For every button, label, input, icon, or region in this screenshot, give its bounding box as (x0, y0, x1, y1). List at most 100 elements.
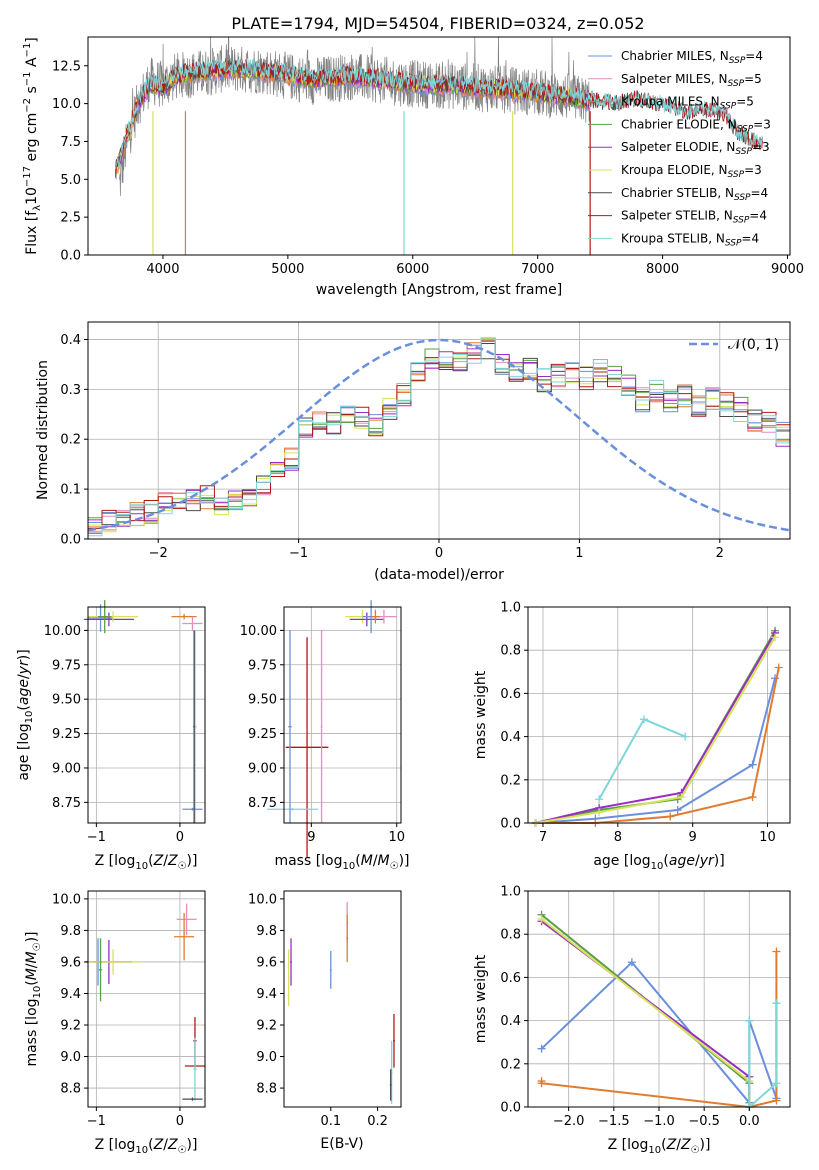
age-weight-marker (666, 812, 675, 821)
legend-label-3: Chabrier ELODIE, NSSP=3 (621, 117, 771, 134)
age-weight-ytick-label: 0.6 (500, 687, 521, 702)
age-weight-line-2 (535, 630, 776, 824)
z-mass-xtick-label: 0 (176, 1114, 184, 1129)
age-weight-xtick-label: 9 (689, 830, 697, 845)
z-weight-ytick-label: 0.6 (500, 971, 521, 986)
histogram-ytick-label: 0.4 (60, 333, 81, 348)
spectrum-xtick-label: 8000 (646, 262, 679, 277)
spectrum-xlabel: wavelength [Angstrom, rest frame] (316, 282, 562, 298)
ebv-mass-ytick-label: 8.8 (256, 1082, 277, 1097)
histogram-xtick-label: 0 (435, 546, 443, 561)
spectrum-panel: 4000 5000 6000 7000 8000 9000 0.0 2.5 5.0 7.5 10.0… (22, 36, 804, 298)
z-mass-ytick-label: 8.8 (60, 1082, 81, 1097)
histogram-xtick-label: 1 (575, 546, 583, 561)
z-age-xlabel: Z [log10(Z/Z☉)] (95, 853, 198, 872)
z-age-ytick-label: 9.00 (52, 761, 81, 776)
age-weight-ytick-label: 0.0 (500, 817, 521, 832)
spectrum-frame (87, 36, 791, 256)
age-weight-marker (771, 633, 780, 642)
z-weight-marker (537, 1079, 546, 1088)
z-mass-ytick-label: 9.6 (60, 955, 81, 970)
spectrum-ytick-label: 5.0 (60, 173, 81, 188)
age-weight-xtick-label: 10 (759, 830, 776, 845)
z-weight-ytick-label: 0.0 (500, 1101, 521, 1116)
spectrum-xtick-label: 5000 (271, 262, 304, 277)
mass-age-ytick-label: 9.50 (248, 693, 277, 708)
z-weight-marker (537, 1044, 546, 1053)
spectrum-ytick-label: 2.5 (60, 211, 81, 226)
z-weight-marker (772, 1096, 781, 1105)
age-vs-massweight-panel: 7 8 9 10 0.0 0.2 0.4 0.6 0.8 1.0 age [log10(age/y… (473, 601, 791, 872)
z-age-ytick-label: 9.50 (52, 693, 81, 708)
z-weight-line-5 (748, 1003, 778, 1110)
z-weight-line-3 (541, 920, 751, 1107)
residual-histogram-panel: −2 −1 0 1 2 0.0 0.1 0.2 0.3 0.4 (data-model)/erro… (35, 321, 791, 583)
z-age-ylabel: age [log10(age/yr)] (16, 649, 35, 780)
z-mass-ytick-label: 9.4 (60, 987, 81, 1002)
age-weight-ytick-label: 1.0 (500, 601, 521, 616)
age-weight-ylabel: mass weight (473, 670, 489, 759)
z-weight-ytick-label: 1.0 (500, 885, 521, 900)
z-weight-marker (772, 999, 781, 1008)
ebv-mass-xtick-label: 0.2 (367, 1114, 388, 1129)
histogram-step-6 (88, 354, 790, 534)
ebv-mass-xtick-label: 0.1 (320, 1114, 341, 1129)
age-weight-xtick-label: 8 (614, 830, 622, 845)
age-weight-xtick-label: 7 (539, 830, 547, 845)
z-vs-massweight-panel: −2.0 −1.5 −1.0 −0.5 0.0 0.0 0.2 0.4 0.6 0.8 1.0 Z … (473, 885, 791, 1156)
age-weight-marker (681, 732, 690, 741)
z-mass-ytick-label: 10.0 (52, 892, 81, 907)
observed-spectrum-line (118, 37, 591, 196)
mass-vs-age-panel: 9 10 8.75 9.00 9.25 9.50 9.75 10.00 mass [log10… (240, 600, 410, 872)
spectrum-lines (115, 37, 763, 255)
legend-label-6: Chabrier STELIB, NSSP=4 (621, 186, 768, 203)
spectrum-ytick-label: 0.0 (60, 249, 81, 264)
histogram-steps (88, 337, 790, 537)
ebv-mass-ytick-label: 9.6 (256, 955, 277, 970)
z-mass-ylabel: mass [log10(M/M☉)] (24, 931, 43, 1066)
mass-age-ytick-label: 9.00 (248, 761, 277, 776)
ebv-mass-ytick-label: 9.2 (256, 1019, 277, 1034)
z-mass-ytick-label: 9.0 (60, 1050, 81, 1065)
histogram-xtick-label: −2 (149, 546, 168, 561)
histogram-ylabel: Normed distribution (35, 360, 51, 500)
histogram-legend: 𝒩(0, 1) (689, 337, 779, 353)
ebv-mass-ytick-label: 9.0 (256, 1050, 277, 1065)
z-vs-age-panel: −1 0 8.75 9.00 9.25 9.50 9.75 10.00 Z [log10(Z/… (16, 600, 206, 872)
spectrum-xtick-label: 7000 (521, 262, 554, 277)
z-weight-line-4 (540, 918, 751, 1107)
normal-curve (88, 338, 790, 532)
z-mass-ytick-label: 9.2 (60, 1019, 81, 1034)
z-age-ytick-label: 9.75 (52, 658, 81, 673)
z-mass-ytick-label: 9.8 (60, 924, 81, 939)
z-age-ytick-label: 10.00 (44, 624, 81, 639)
histogram-ytick-label: 0.1 (60, 483, 81, 498)
age-weight-marker (748, 793, 757, 802)
figure-title: PLATE=1794, MJD=54504, FIBERID=0324, z=0… (231, 14, 644, 33)
spectrum-ytick-label: 12.5 (52, 59, 81, 74)
age-weight-marker (771, 674, 780, 683)
z-age-frame (87, 606, 206, 824)
model-spectrum-line-8 (115, 58, 763, 170)
age-weight-ytick-label: 0.4 (500, 730, 521, 745)
histogram-step-7 (88, 343, 790, 529)
z-weight-ytick-label: 0.4 (500, 1014, 521, 1029)
z-weight-xtick-label: −0.5 (688, 1114, 720, 1129)
age-weight-marker (595, 795, 604, 804)
age-weight-frame (527, 606, 791, 824)
age-weight-line-3 (535, 632, 776, 824)
spectrum-ytick-label: 7.5 (60, 135, 81, 150)
ebv-mass-frame (283, 890, 402, 1108)
age-weight-marker (677, 793, 686, 802)
z-age-xtick-label: 0 (176, 830, 184, 845)
ebv-mass-xlabel: E(B-V) (320, 1136, 363, 1152)
mass-age-xlabel: mass [log10(M/M☉)] (274, 853, 409, 872)
mass-age-xtick-label: 10 (388, 830, 405, 845)
age-weight-marker (595, 808, 604, 817)
mass-age-ytick-label: 8.75 (248, 796, 277, 811)
ebv-mass-ytick-label: 9.8 (256, 924, 277, 939)
mass-age-ytick-label: 9.25 (248, 727, 277, 742)
normal-legend-label: 𝒩(0, 1) (728, 337, 779, 353)
z-weight-xtick-label: −1.5 (598, 1114, 630, 1129)
z-weight-marker (537, 915, 546, 924)
